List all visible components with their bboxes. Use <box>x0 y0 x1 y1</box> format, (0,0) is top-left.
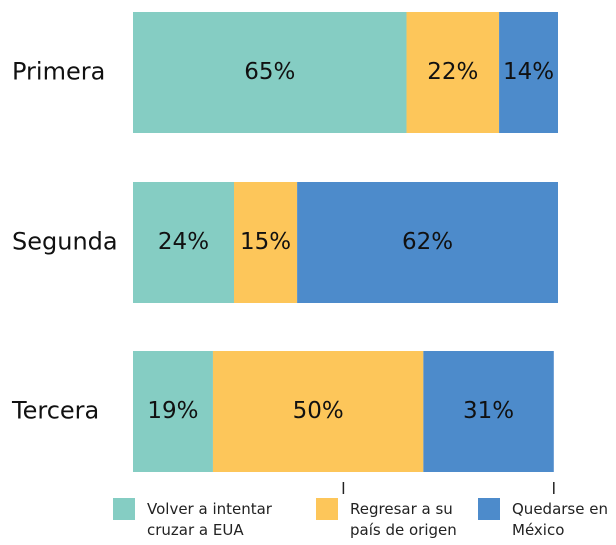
bar-segment <box>133 182 234 303</box>
value-label: 19% <box>147 398 198 424</box>
category-label: Primera <box>12 58 105 86</box>
value-label: 15% <box>240 229 291 255</box>
bar-segment <box>133 351 213 472</box>
value-label: 31% <box>463 398 514 424</box>
bar-segment <box>406 12 500 133</box>
legend-label: Quedarse en México <box>512 500 608 539</box>
legend-swatch <box>113 498 135 520</box>
legend-label: Volver a intentar cruzar a EUA <box>147 500 272 539</box>
legend-label: Regresar a su país de origen <box>350 500 457 539</box>
category-label: Tercera <box>11 397 99 425</box>
bar-segment <box>297 182 558 303</box>
value-label: 14% <box>503 59 554 85</box>
value-label: 24% <box>158 229 209 255</box>
value-label: 22% <box>427 59 478 85</box>
bar-segment <box>212 351 424 472</box>
value-label: 65% <box>244 59 295 85</box>
bar-segment <box>423 351 554 472</box>
value-label: 62% <box>402 229 453 255</box>
legend-swatch <box>478 498 500 520</box>
value-label: 50% <box>293 398 344 424</box>
bar-segment <box>133 12 407 133</box>
bar-segment <box>499 12 558 133</box>
bar-segment <box>233 182 298 303</box>
legend-swatch <box>316 498 338 520</box>
category-label: Segunda <box>12 228 118 256</box>
